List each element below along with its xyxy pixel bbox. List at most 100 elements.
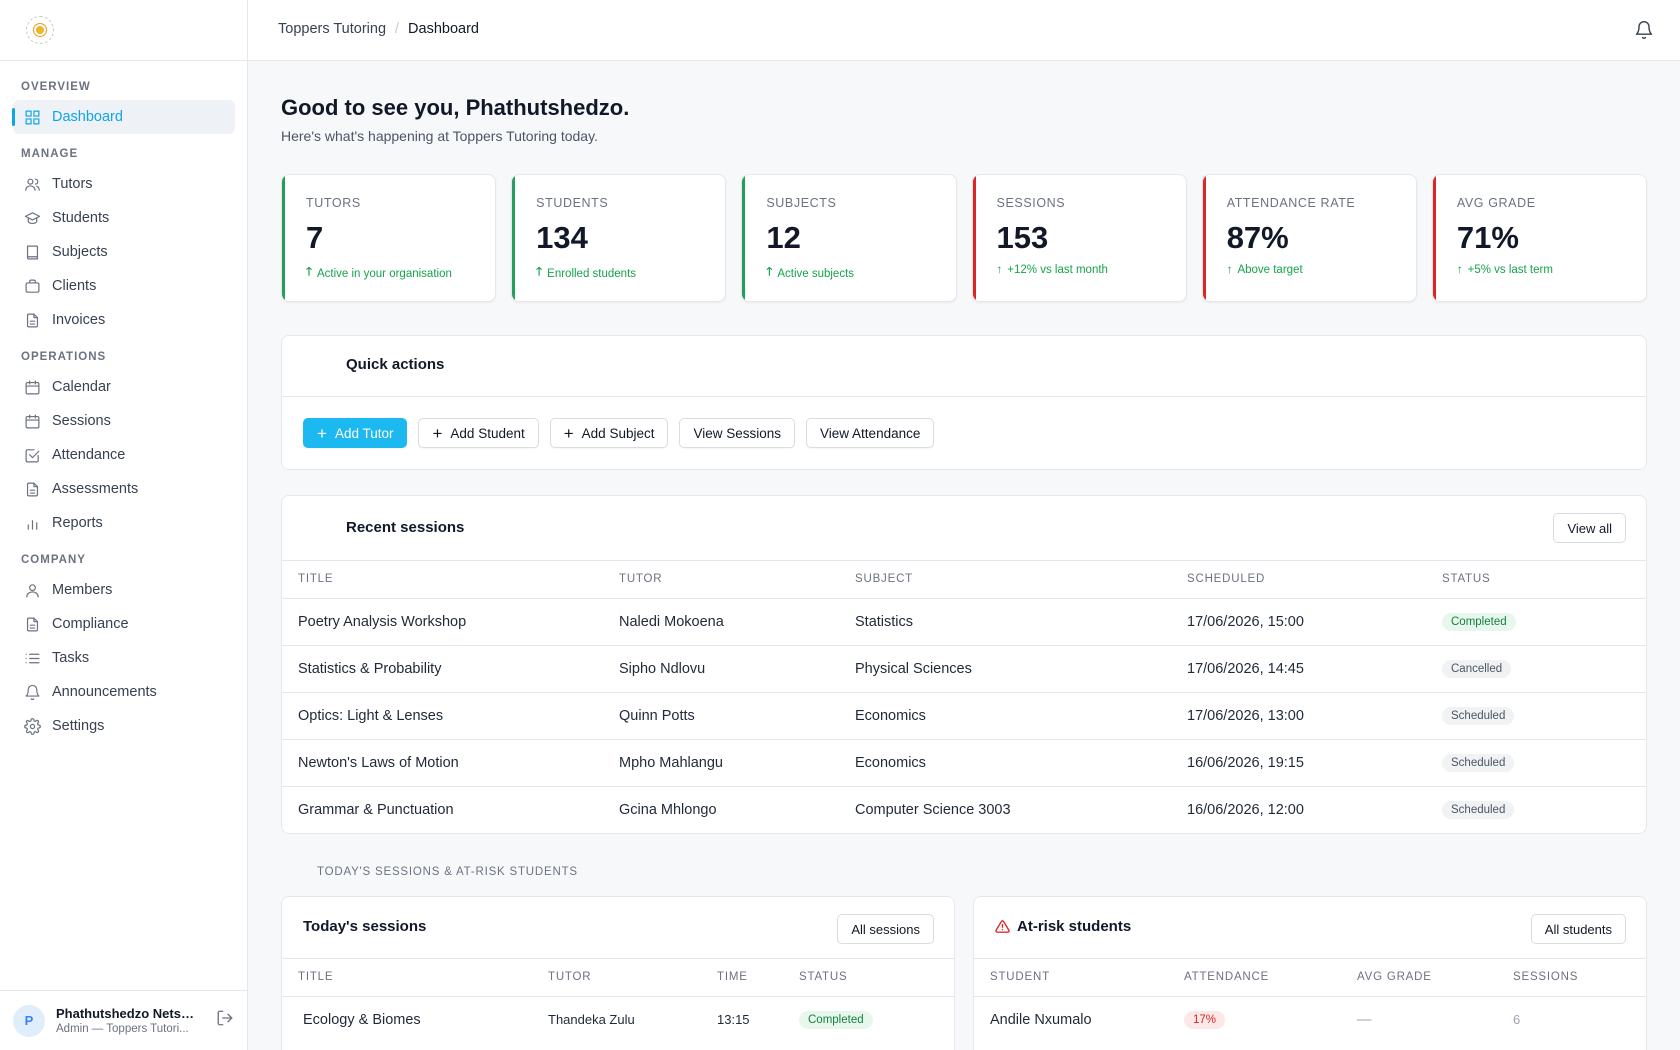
column-header-attendance: ATTENDANCE <box>1184 959 1357 997</box>
session-title: Newton's Laws of Motion <box>282 739 619 787</box>
session-time: 13:15 <box>717 1012 750 1028</box>
sidebar-item-tasks[interactable]: Tasks <box>13 641 235 675</box>
session-tutor: Quinn Potts <box>619 692 855 740</box>
table-row[interactable]: Andile Nxumalo 17% — 6 <box>974 996 1646 1043</box>
button-label: View Sessions <box>693 425 782 441</box>
recent-sessions-title: Recent sessions <box>346 519 465 536</box>
stat-card-tutors: TUTORS 7 🡑 Active in your organisation <box>281 174 497 302</box>
at-risk-table: STUDENT ATTENDANCE AVG GRADE SESSIONS Andil… <box>974 959 1646 1043</box>
user-icon <box>23 581 41 599</box>
sidebar-item-tutors[interactable]: Tutors <box>13 167 235 201</box>
top-bar: Toppers Tutoring / Dashboard <box>248 0 1680 61</box>
session-subject: Computer Science 3003 <box>855 801 1011 818</box>
sidebar-item-compliance[interactable]: Compliance <box>13 607 235 641</box>
sidebar-item-calendar[interactable]: Calendar <box>13 370 235 404</box>
all-students-button[interactable]: All students <box>1530 914 1626 944</box>
sidebar-item-label: Invoices <box>52 312 106 328</box>
arrow-up-icon: ↑ <box>1456 264 1463 276</box>
stat-note: ↑ Above target <box>1227 264 1303 276</box>
warning-icon <box>995 919 1010 934</box>
sidebar-item-sessions[interactable]: Sessions <box>13 404 235 438</box>
stat-note: ↑ +5% vs last term <box>1457 264 1553 276</box>
calendar-icon <box>23 412 41 430</box>
column-header-title: TITLE <box>282 561 619 599</box>
sidebar-item-label: Members <box>52 582 113 598</box>
table-row[interactable]: Newton's Laws of Motion Mpho Mahlangu Ec… <box>282 739 1646 787</box>
session-subject: Economics <box>855 739 1187 787</box>
table-row[interactable]: Statistics & Probability Sipho Ndlovu Ph… <box>282 645 1646 693</box>
stat-note-text: Active subjects <box>777 267 855 280</box>
stat-note-text: +5% vs last term <box>1467 264 1553 276</box>
arrow-up-icon: 🡑 <box>306 266 312 278</box>
sidebar-item-assessments[interactable]: Assessments <box>13 472 235 506</box>
breadcrumb-current: Dashboard <box>408 21 479 37</box>
sidebar-nav: OVERVIEW Dashboard MANAGE Tutors Student… <box>0 78 248 743</box>
sidebar-item-dashboard[interactable]: Dashboard <box>12 100 235 134</box>
status-badge: Scheduled <box>1442 753 1515 772</box>
file-icon <box>23 615 41 633</box>
sidebar-item-reports[interactable]: Reports <box>13 506 235 540</box>
session-subject: Physical Sciences <box>855 645 1187 693</box>
stat-label: STUDENTS <box>536 196 609 210</box>
stat-card-subjects: SUBJECTS 12 🡑 Active subjects <box>741 174 957 302</box>
avatar[interactable]: P <box>13 1004 45 1037</box>
sidebar-item-label: Students <box>52 210 110 226</box>
sidebar-item-attendance[interactable]: Attendance <box>13 438 235 472</box>
column-header-tutor: TUTOR <box>548 959 717 997</box>
breadcrumb-org[interactable]: Toppers Tutoring <box>278 21 387 37</box>
nav-section-manage: MANAGE <box>21 148 79 160</box>
sidebar-item-label: Tasks <box>52 650 90 666</box>
session-subject: Statistics <box>855 598 1187 646</box>
stat-label: SESSIONS <box>996 196 1066 210</box>
all-sessions-button[interactable]: All sessions <box>837 914 934 944</box>
bell-icon <box>23 683 41 701</box>
list-icon <box>23 649 41 667</box>
add-subject-button[interactable]: + Add Subject <box>549 418 669 448</box>
notifications-bell-icon[interactable] <box>1634 20 1654 45</box>
nav-section-company: COMPANY <box>21 554 86 566</box>
table-row[interactable]: Grammar & Punctuation Gcina Mhlongo Comp… <box>282 786 1646 833</box>
stat-note-text: Above target <box>1237 264 1303 276</box>
check-square-icon <box>23 446 41 464</box>
add-student-button[interactable]: + Add Student <box>418 418 539 448</box>
file-icon <box>23 480 41 498</box>
page-subtitle: Here's what's happening at Toppers Tutor… <box>281 128 598 144</box>
quick-actions-card: Quick actions + Add Tutor + Add Student … <box>281 335 1647 470</box>
stat-value: 153 <box>996 220 1049 255</box>
sidebar-item-members[interactable]: Members <box>13 573 235 607</box>
todays-sessions-table: TITLE TUTOR TIME STATUS Ecology & Biomes Th… <box>282 959 954 1043</box>
session-title: Statistics & Probability <box>282 645 619 693</box>
nav-section-operations: OPERATIONS <box>21 351 107 363</box>
sidebar-item-invoices[interactable]: Invoices <box>13 303 235 337</box>
view-all-button[interactable]: View all <box>1553 513 1626 543</box>
sidebar-item-label: Settings <box>52 718 105 734</box>
sidebar-item-subjects[interactable]: Subjects <box>13 235 235 269</box>
stat-note: 🡑 Active in your organisation <box>306 264 452 283</box>
sidebar-item-label: Compliance <box>52 616 129 632</box>
table-row[interactable]: Poetry Analysis Workshop Naledi Mokoena … <box>282 598 1646 646</box>
sidebar-item-label: Announcements <box>52 684 157 700</box>
add-tutor-button[interactable]: + Add Tutor <box>303 418 408 448</box>
logout-icon[interactable] <box>216 1009 234 1032</box>
table-row[interactable]: Ecology & Biomes Thandeka Zulu 13:15 Com… <box>282 996 954 1043</box>
view-sessions-button[interactable]: View Sessions <box>679 418 796 448</box>
sidebar-item-students[interactable]: Students <box>13 201 235 235</box>
users-icon <box>23 175 41 193</box>
status-badge: Completed <box>1442 612 1516 631</box>
stat-value: 134 <box>536 220 588 255</box>
nav-section-overview: OVERVIEW <box>21 81 91 93</box>
sidebar-item-settings[interactable]: Settings <box>13 709 235 743</box>
section-caption: TODAY'S SESSIONS & AT-RISK STUDENTS <box>317 866 578 878</box>
sidebar-item-announcements[interactable]: Announcements <box>13 675 235 709</box>
user-profile[interactable]: P Phathutshedzo Netsh... Admin — Toppers… <box>0 990 248 1050</box>
org-logo[interactable] <box>26 16 54 44</box>
column-header-status: STATUS <box>799 959 954 997</box>
sidebar: OVERVIEW Dashboard MANAGE Tutors Student… <box>0 0 248 1050</box>
view-attendance-button[interactable]: View Attendance <box>806 418 935 448</box>
quick-actions-title: Quick actions <box>346 356 445 373</box>
table-row[interactable]: Optics: Light & Lenses Quinn Potts Econo… <box>282 692 1646 740</box>
user-role: Admin — Toppers Tutori... <box>56 1023 189 1035</box>
session-tutor: Sipho Ndlovu <box>619 645 855 693</box>
sidebar-item-clients[interactable]: Clients <box>13 269 235 303</box>
session-tutor: Naledi Mokoena <box>619 598 855 646</box>
